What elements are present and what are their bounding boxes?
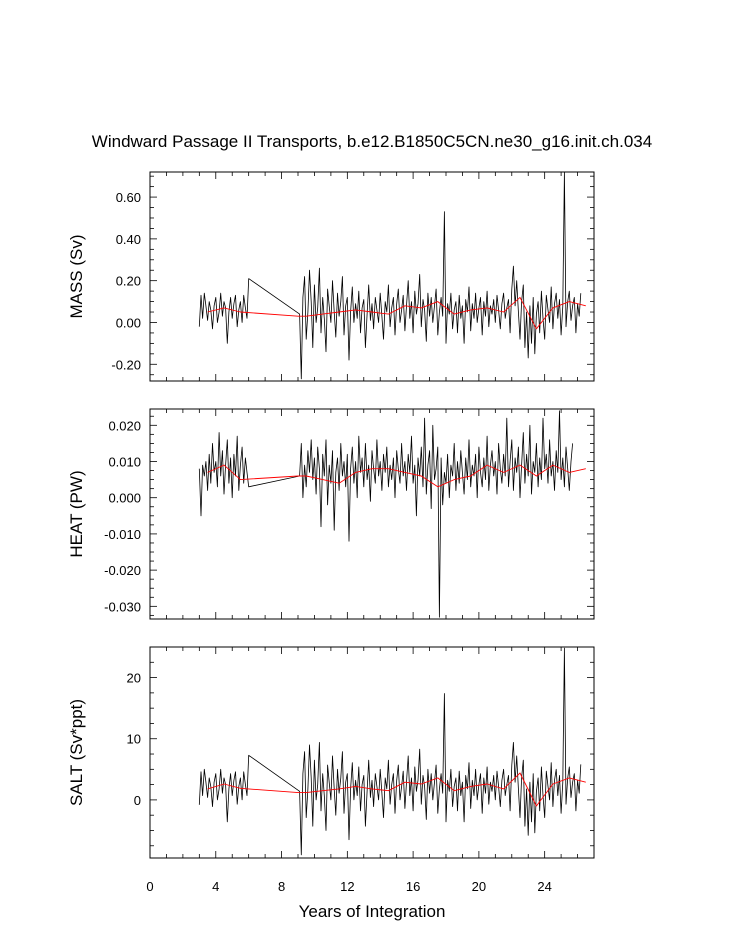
x-tick-label: 12 [340,879,354,894]
y-tick-label: 0 [134,793,141,808]
x-axis-label: Years of Integration [299,902,446,921]
y-axis-label-heat: HEAT (PW) [67,470,86,557]
y-tick-label: 0.010 [108,455,141,470]
series-line-mass-annual [207,296,586,330]
y-tick-label: 0.020 [108,418,141,433]
x-tick-label: 16 [406,879,420,894]
x-tick-label: 8 [278,879,285,894]
y-axis-label-salt: SALT (Sv*ppt) [67,699,86,806]
x-tick-label: 0 [146,879,153,894]
y-tick-label: 0.20 [116,274,141,289]
series-line-mass-monthly [198,172,582,380]
series-line-heat-annual [207,464,586,488]
y-tick-label: -0.010 [104,527,141,542]
panel-frame [149,646,595,859]
y-tick-label: -0.20 [111,357,141,372]
y-tick-label: 0.60 [116,190,141,205]
x-tick-label: 20 [472,879,486,894]
panel-heat: -0.030 -0.020 -0.010 0.000 0.010 0.020 HEAT (P… [67,408,595,620]
y-tick-label: 0.40 [116,232,141,247]
y-tick-label: -0.020 [104,563,141,578]
x-tick-label: 4 [212,879,219,894]
y-tick-label: -0.030 [104,599,141,614]
y-tick-label: 10 [127,732,141,747]
y-tick-label: 0.000 [108,491,141,506]
y-axis-label-mass: MASS (Sv) [67,234,86,318]
y-tick-label: 20 [127,671,141,686]
y-tick-label: 0.00 [116,315,141,330]
panel-frame [149,171,595,382]
panel-mass: -0.20 0.00 0.20 0.40 0.60 MASS (Sv) [67,171,595,382]
panel-frame [149,408,595,620]
x-tick-label: 24 [537,879,551,894]
series-line-salt-monthly [198,647,582,856]
series-line-heat-monthly [198,410,573,618]
panel-salt: 0 10 20 SALT (Sv*ppt) [67,646,595,859]
series-line-salt-annual [207,772,586,807]
chart-title: Windward Passage II Transports, b.e12.B1… [92,132,652,151]
